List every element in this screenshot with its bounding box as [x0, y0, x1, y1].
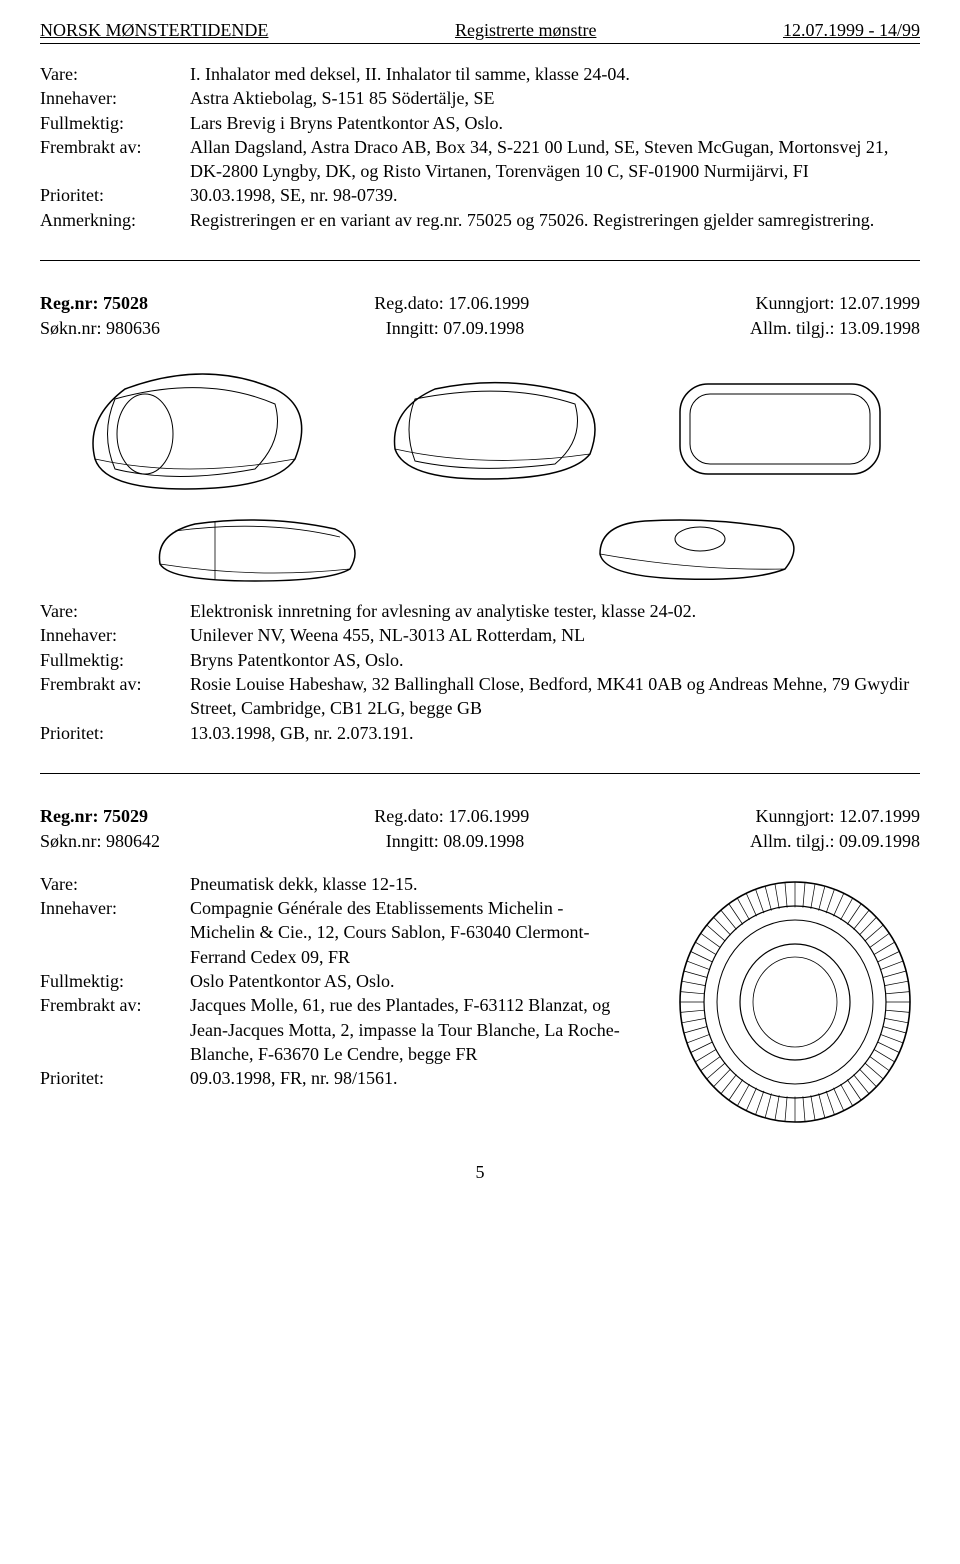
label-fullmektig: Fullmektig: [40, 111, 190, 135]
label-vare: Vare: [40, 872, 190, 896]
tilgj: Allm. tilgj.: 09.09.1998 [750, 831, 920, 852]
entry-1: Vare:I. Inhalator med deksel, II. Inhala… [40, 62, 920, 232]
inngitt: Inngitt: 08.09.1998 [386, 831, 525, 852]
label-fullmektig: Fullmektig: [40, 969, 190, 993]
value-vare: Elektronisk innretning for avlesning av … [190, 599, 920, 623]
value-prioritet: 30.03.1998, SE, nr. 98-0739. [190, 183, 920, 207]
value-anmerkning: Registreringen er en variant av reg.nr. … [190, 208, 920, 232]
value-vare: Pneumatisk dekk, klasse 12-15. [190, 872, 630, 896]
value-fullmektig: Lars Brevig i Bryns Patentkontor AS, Osl… [190, 111, 920, 135]
regdato: Reg.dato: 17.06.1999 [374, 293, 529, 314]
label-fullmektig: Fullmektig: [40, 648, 190, 672]
value-innehaver: Astra Aktiebolag, S-151 85 Södertälje, S… [190, 86, 920, 110]
label-prioritet: Prioritet: [40, 721, 190, 745]
device-drawing-4 [145, 509, 375, 589]
regnr: Reg.nr: 75028 [40, 293, 148, 314]
value-frembrakt: Jacques Molle, 61, rue des Plantades, F-… [190, 993, 630, 1066]
tire-drawing [650, 872, 920, 1132]
value-frembrakt: Allan Dagsland, Astra Draco AB, Box 34, … [190, 135, 920, 184]
reg-header-1: Reg.nr: 75028 Reg.dato: 17.06.1999 Kunng… [40, 293, 920, 314]
reg-header-2: Reg.nr: 75029 Reg.dato: 17.06.1999 Kunng… [40, 806, 920, 827]
header-publication: NORSK MØNSTERTIDENDE [40, 20, 268, 41]
header-date: 12.07.1999 - 14/99 [783, 20, 920, 41]
device-drawing-2 [375, 369, 615, 489]
label-frembrakt: Frembrakt av: [40, 672, 190, 721]
drawing-row-2 [40, 509, 920, 589]
drawing-row-1 [40, 359, 920, 499]
label-innehaver: Innehaver: [40, 86, 190, 110]
kunngjort: Kunngjort: 12.07.1999 [755, 806, 920, 827]
label-anmerkning: Anmerkning: [40, 208, 190, 232]
soknnr: Søkn.nr: 980636 [40, 318, 160, 339]
value-fullmektig: Oslo Patentkontor AS, Oslo. [190, 969, 630, 993]
value-vare: I. Inhalator med deksel, II. Inhalator t… [190, 62, 920, 86]
label-prioritet: Prioritet: [40, 1066, 190, 1090]
device-drawing-3 [665, 369, 895, 489]
divider [40, 260, 920, 261]
value-innehaver: Compagnie Générale des Etablissements Mi… [190, 896, 630, 969]
entry-3-wrapper: Vare:Pneumatisk dekk, klasse 12-15. Inne… [40, 872, 920, 1132]
entry-2: Vare:Elektronisk innretning for avlesnin… [40, 599, 920, 745]
sokn-line-1: Søkn.nr: 980636 Inngitt: 07.09.1998 Allm… [40, 318, 920, 339]
device-drawing-5 [585, 509, 815, 589]
label-prioritet: Prioritet: [40, 183, 190, 207]
entry-3: Vare:Pneumatisk dekk, klasse 12-15. Inne… [40, 872, 630, 1091]
value-fullmektig: Bryns Patentkontor AS, Oslo. [190, 648, 920, 672]
inngitt: Inngitt: 07.09.1998 [386, 318, 525, 339]
label-vare: Vare: [40, 599, 190, 623]
value-prioritet: 13.03.1998, GB, nr. 2.073.191. [190, 721, 920, 745]
tilgj: Allm. tilgj.: 13.09.1998 [750, 318, 920, 339]
regnr: Reg.nr: 75029 [40, 806, 148, 827]
label-innehaver: Innehaver: [40, 896, 190, 969]
value-prioritet: 09.03.1998, FR, nr. 98/1561. [190, 1066, 630, 1090]
label-innehaver: Innehaver: [40, 623, 190, 647]
page-header: NORSK MØNSTERTIDENDE Registrerte mønstre… [40, 20, 920, 44]
value-frembrakt: Rosie Louise Habeshaw, 32 Ballinghall Cl… [190, 672, 920, 721]
header-section: Registrerte mønstre [455, 20, 596, 41]
label-frembrakt: Frembrakt av: [40, 993, 190, 1066]
value-innehaver: Unilever NV, Weena 455, NL-3013 AL Rotte… [190, 623, 920, 647]
divider [40, 773, 920, 774]
soknnr: Søkn.nr: 980642 [40, 831, 160, 852]
sokn-line-2: Søkn.nr: 980642 Inngitt: 08.09.1998 Allm… [40, 831, 920, 852]
page-number: 5 [40, 1162, 920, 1183]
regdato: Reg.dato: 17.06.1999 [374, 806, 529, 827]
label-frembrakt: Frembrakt av: [40, 135, 190, 184]
kunngjort: Kunngjort: 12.07.1999 [755, 293, 920, 314]
device-drawing-1 [65, 359, 325, 499]
label-vare: Vare: [40, 62, 190, 86]
